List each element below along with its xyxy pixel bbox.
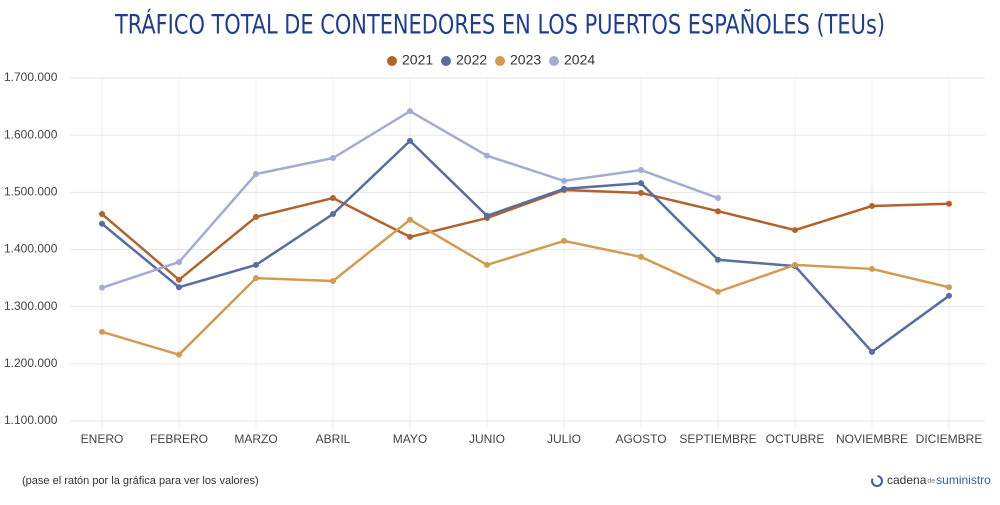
data-point <box>715 195 721 202</box>
data-point <box>330 195 336 202</box>
logo-icon <box>871 475 883 487</box>
logo: cadenadesuministro <box>871 473 991 487</box>
series-line <box>101 188 950 282</box>
legend-label: 2024 <box>564 52 595 68</box>
data-point <box>253 171 259 178</box>
data-point <box>869 203 875 210</box>
y-tick-label: 1.400.000 <box>4 242 58 256</box>
logo-last: suministro <box>936 473 991 487</box>
x-tick-label: JUNIO <box>469 432 505 446</box>
series-line <box>101 218 950 357</box>
data-point <box>253 213 259 220</box>
data-point <box>253 261 259 268</box>
data-point <box>715 288 721 295</box>
y-tick-label: 1.600.000 <box>4 127 58 141</box>
data-point <box>99 284 105 291</box>
data-point <box>638 167 644 174</box>
data-point <box>638 253 644 260</box>
data-point <box>946 284 952 291</box>
y-tick-label: 1.500.000 <box>4 185 58 199</box>
data-point <box>176 351 182 358</box>
data-point <box>176 276 182 283</box>
x-tick-label: MARZO <box>234 432 277 446</box>
x-tick-label: ENERO <box>81 432 124 446</box>
x-tick-label: AGOSTO <box>615 432 666 446</box>
y-tick-label: 1.200.000 <box>4 356 58 370</box>
chart-title: TRÁFICO TOTAL DE CONTENEDORES EN LOS PUE… <box>114 9 885 41</box>
legend-label: 2022 <box>456 52 487 68</box>
note: (pase el ratón por la gráfica para ver l… <box>22 475 259 487</box>
legend-label: 2023 <box>510 52 541 68</box>
data-point <box>869 265 875 272</box>
x-tick-label: FEBRERO <box>150 432 208 446</box>
x-tick-label: JULIO <box>547 432 581 446</box>
x-tick-label: NOVIEMBRE <box>836 432 908 446</box>
data-point <box>330 155 336 162</box>
y-tick-label: 1.100.000 <box>4 413 58 427</box>
data-point <box>407 137 413 144</box>
data-point <box>792 227 798 234</box>
data-point <box>792 261 798 268</box>
data-point <box>407 233 413 240</box>
data-point <box>946 292 952 299</box>
data-point <box>484 212 490 219</box>
data-point <box>253 275 259 282</box>
data-point <box>715 256 721 263</box>
data-point <box>99 220 105 227</box>
logo-first: cadena <box>887 473 927 487</box>
x-tick-label: ABRIL <box>316 432 351 446</box>
series-line <box>101 139 950 354</box>
data-point <box>561 177 567 184</box>
data-point <box>561 237 567 244</box>
data-point <box>176 284 182 291</box>
data-point <box>946 200 952 207</box>
data-point <box>176 259 182 266</box>
data-point <box>330 277 336 284</box>
legend-marker <box>387 56 397 66</box>
legend-label: 2021 <box>402 52 433 68</box>
y-tick-label: 1.300.000 <box>4 299 58 313</box>
data-point <box>407 108 413 115</box>
data-point <box>484 152 490 159</box>
legend-marker <box>549 56 559 66</box>
data-point <box>330 211 336 218</box>
data-point <box>99 328 105 335</box>
logo-text: cadenadesuministro <box>887 473 991 487</box>
data-point <box>407 216 413 223</box>
x-tick-label: OCTUBRE <box>766 432 825 446</box>
data-point <box>561 185 567 192</box>
legend-marker <box>495 56 505 66</box>
y-tick-label: 1.700.000 <box>4 70 58 84</box>
x-tick-label: MAYO <box>393 432 427 446</box>
data-point <box>638 180 644 187</box>
data-point <box>484 261 490 268</box>
data-point <box>869 348 875 355</box>
data-point <box>99 211 105 218</box>
legend-marker <box>441 56 451 66</box>
x-tick-label: DICIEMBRE <box>916 432 983 446</box>
data-point <box>638 189 644 196</box>
data-point <box>715 208 721 215</box>
logo-middle: de <box>927 478 935 485</box>
x-tick-label: SEPTIEMBRE <box>679 432 756 446</box>
